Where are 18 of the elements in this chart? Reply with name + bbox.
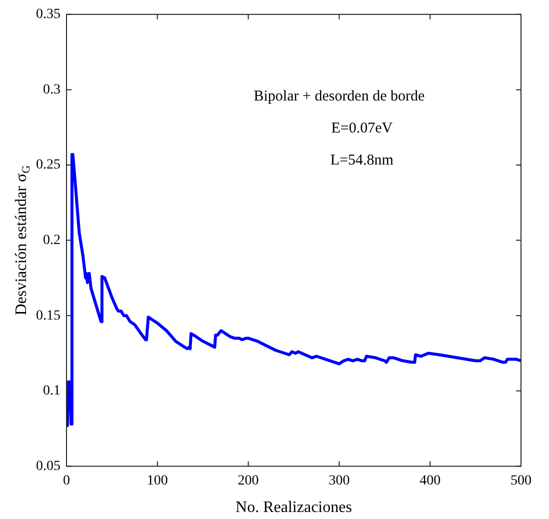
annotation: Bipolar + desorden de borde (254, 88, 425, 104)
y-tick-label: 0.3 (43, 82, 60, 98)
x-tick-label: 400 (420, 473, 441, 488)
x-tick-label: 500 (510, 473, 532, 488)
x-tick-label: 200 (238, 473, 259, 488)
y-tick-label: 0.15 (36, 308, 60, 324)
annotation: L=54.8nm (330, 152, 394, 168)
y-tick-label: 0.25 (36, 158, 60, 173)
x-tick-label: 300 (328, 473, 350, 488)
y-tick-label: 0.2 (43, 232, 60, 248)
annotation: E=0.07eV (331, 120, 393, 136)
x-tick-label: 100 (146, 473, 168, 488)
y-tick-label: 0.35 (36, 7, 60, 22)
y-tick-label: 0.05 (36, 458, 60, 474)
x-tick-label: 0 (63, 473, 70, 488)
x-axis-title: No. Realizaciones (236, 499, 352, 516)
y-tick-label: 0.1 (43, 384, 60, 399)
y-axis-title: Desviación estándar σG (13, 165, 33, 316)
